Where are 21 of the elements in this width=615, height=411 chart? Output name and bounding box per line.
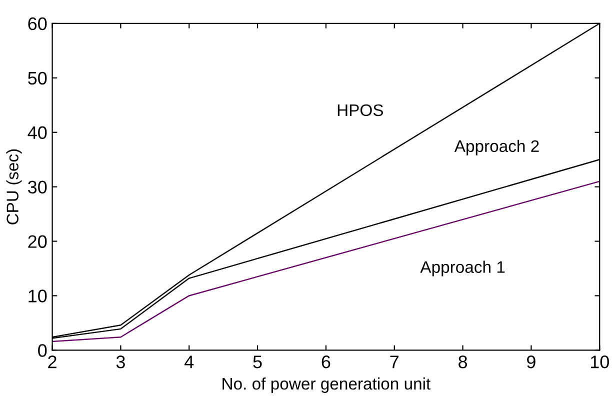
x-tick-label: 7: [390, 356, 398, 368]
series-label: Approach 1: [420, 260, 505, 276]
x-tick-label: 3: [116, 356, 125, 368]
y-tick-label: 20: [28, 235, 47, 248]
y-tick-label: 30: [28, 180, 47, 194]
y-tick-label: 40: [28, 126, 47, 140]
text: HPOS: [338, 104, 384, 116]
y-tick-label: 10: [28, 290, 47, 302]
x-tick-label: 5: [253, 356, 262, 368]
series-label: Approach 2: [454, 140, 539, 156]
y-tick-label: 60: [28, 17, 47, 30]
y-tick-label: 0: [38, 344, 47, 357]
x-tick-label: 9: [527, 356, 536, 368]
x-axis-title: No. of power generation unit: [222, 377, 431, 393]
x-tick-label: 2: [48, 356, 56, 368]
x-tick-label: 10: [590, 356, 609, 368]
x-tick-label: 4: [184, 356, 194, 368]
x-tick-label: 8: [458, 356, 468, 368]
y-axis-title: CPU (sec): [6, 149, 22, 224]
y-tick-label: 50: [28, 72, 47, 85]
x-tick-label: 6: [322, 356, 330, 368]
